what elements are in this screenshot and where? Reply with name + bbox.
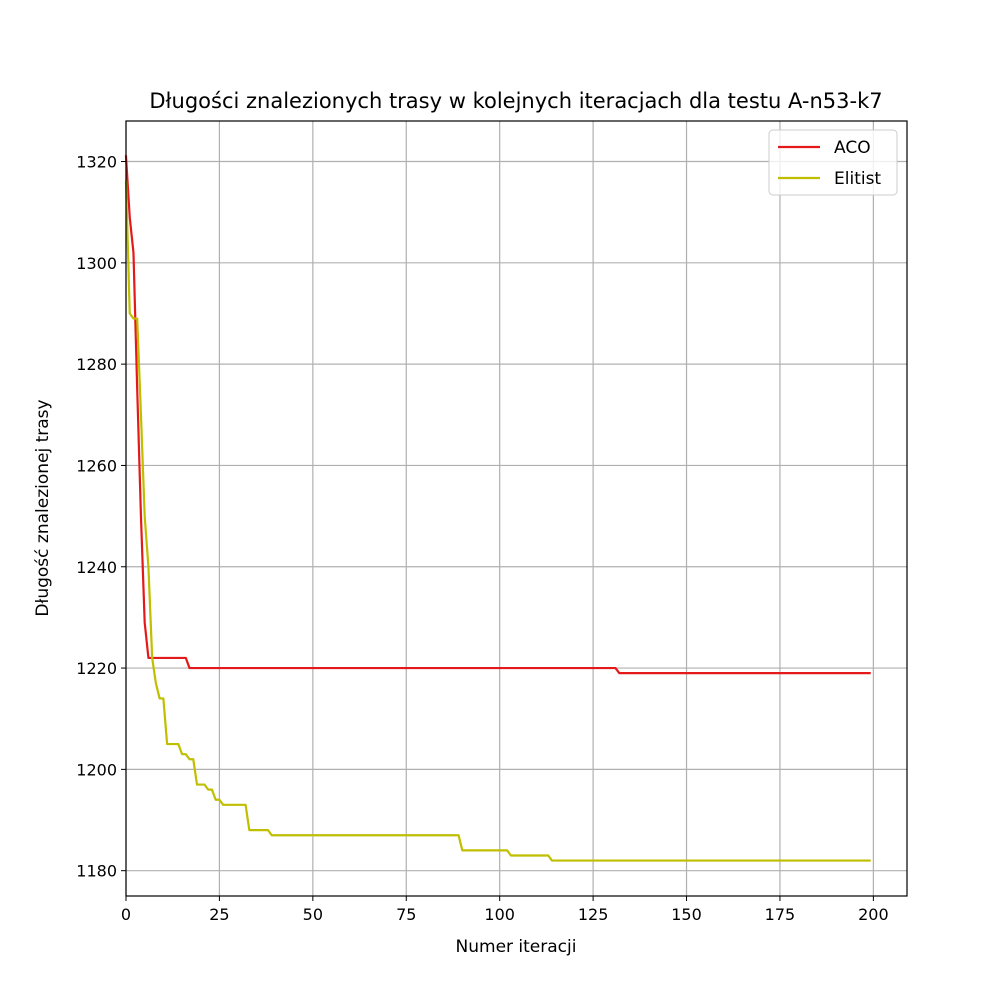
x-axis: 0 25 50 75 100 125 150 175 200 [121, 896, 889, 924]
plot-lines [124, 155, 871, 862]
x-tick-label: 0 [121, 905, 131, 924]
y-tick-label: 1300 [76, 254, 117, 273]
y-tick-label: 1220 [76, 659, 117, 678]
y-axis-label: Długość znalezionej trasy [33, 399, 53, 616]
y-tick-label: 1180 [76, 862, 117, 881]
chart-title: Długości znalezionych trasy w kolejnych … [149, 89, 882, 113]
y-tick-label: 1260 [76, 456, 117, 475]
y-tick-label: 1280 [76, 355, 117, 374]
plot-frame [125, 120, 908, 897]
x-tick-label: 75 [396, 905, 416, 924]
legend-label-elitist: Elitist [834, 169, 881, 189]
series-line-elitist [124, 180, 871, 862]
x-tick-label: 175 [765, 905, 796, 924]
x-axis-label: Numer iteracji [456, 937, 577, 957]
series-line-aco [124, 155, 871, 675]
x-tick-label: 150 [671, 905, 702, 924]
y-tick-label: 1320 [76, 153, 117, 172]
legend: ACO Elitist [768, 129, 898, 196]
x-tick-label: 200 [858, 905, 889, 924]
y-axis: 1180 1200 1220 1240 1260 1280 1300 1320 [76, 153, 126, 881]
x-tick-label: 50 [303, 905, 323, 924]
grid [125, 121, 907, 896]
y-tick-label: 1200 [76, 760, 117, 779]
y-tick-label: 1240 [76, 558, 117, 577]
x-tick-label: 125 [578, 905, 609, 924]
legend-label-aco: ACO [834, 138, 871, 158]
x-tick-label: 25 [209, 905, 229, 924]
x-tick-label: 100 [484, 905, 515, 924]
